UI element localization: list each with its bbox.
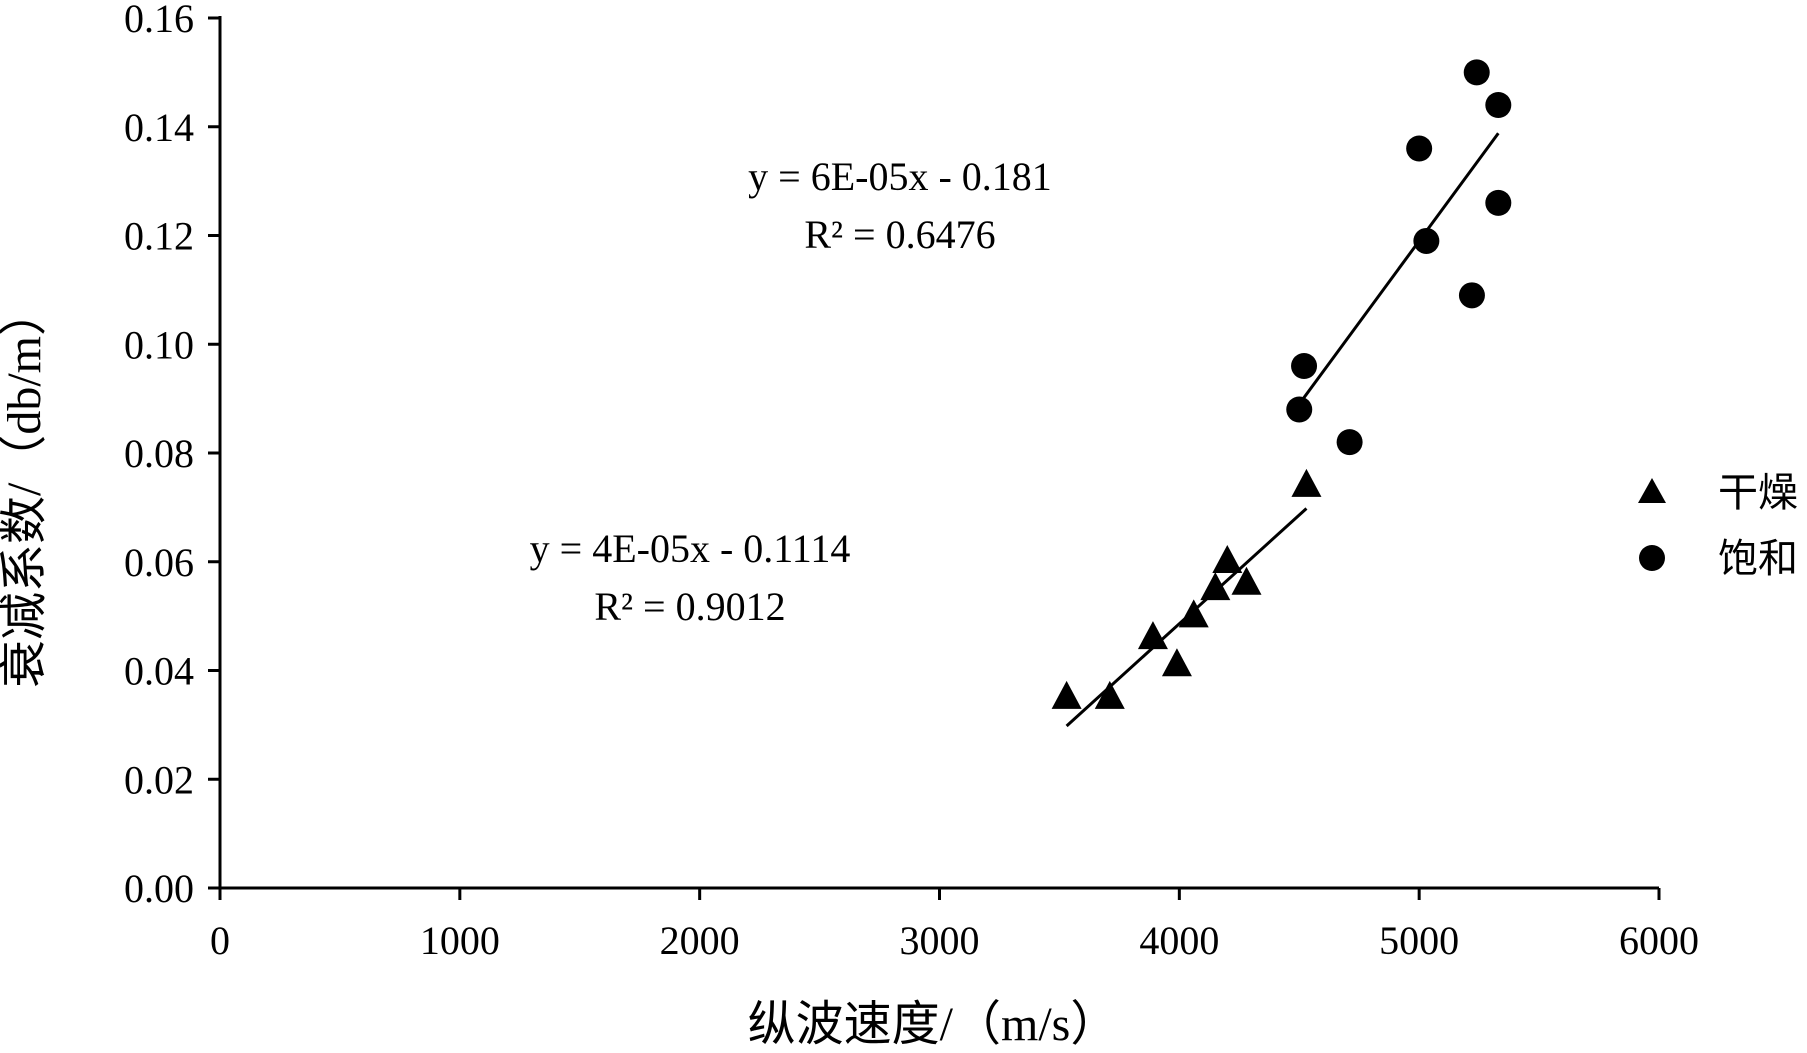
trendlines bbox=[1065, 132, 1500, 728]
data-point-saturated bbox=[1336, 429, 1363, 456]
legend-label-saturated: 饱和 bbox=[1718, 536, 1798, 581]
legend-triangle-marker bbox=[1638, 478, 1666, 503]
equation-saturated-text: y = 6E-05x - 0.181 bbox=[748, 154, 1052, 199]
x-tick-label: 6000 bbox=[1619, 918, 1699, 963]
y-tick-label: 0.08 bbox=[124, 431, 194, 476]
y-tick-label: 0.00 bbox=[124, 866, 194, 911]
data-point-dry bbox=[1161, 648, 1192, 677]
data-point-dry bbox=[1137, 621, 1168, 650]
x-tick-label: 1000 bbox=[420, 918, 500, 963]
data-point-dry bbox=[1200, 572, 1231, 601]
y-tick-label: 0.12 bbox=[124, 214, 194, 259]
data-point-dry bbox=[1212, 544, 1243, 573]
data-point-saturated bbox=[1406, 135, 1433, 162]
x-tick-label: 3000 bbox=[900, 918, 980, 963]
equation-saturated: y = 6E-05x - 0.181 R² = 0.6476 bbox=[748, 154, 1052, 257]
data-point-dry bbox=[1231, 566, 1262, 595]
axes bbox=[218, 16, 1659, 890]
data-point-saturated bbox=[1463, 59, 1490, 86]
data-point-saturated bbox=[1291, 353, 1318, 379]
trendline-saturated bbox=[1298, 132, 1500, 405]
data-point-dry bbox=[1094, 680, 1125, 709]
y-axis-title: 衰减系数/（db/m） bbox=[0, 288, 51, 688]
x-axis-title: 纵波速度/（m/s） bbox=[748, 998, 1119, 1051]
legend-circle-marker bbox=[1639, 545, 1665, 571]
y-tick-label: 0.16 bbox=[124, 0, 194, 41]
data-point-dry bbox=[1291, 468, 1322, 497]
y-tick-label: 0.02 bbox=[124, 757, 194, 802]
x-tick-label: 0 bbox=[210, 918, 230, 963]
legend: 干燥 饱和 bbox=[1638, 470, 1798, 581]
data-point-dry bbox=[1178, 599, 1209, 628]
y-tick-label: 0.14 bbox=[124, 105, 194, 150]
r2-saturated-text: R² = 0.6476 bbox=[804, 212, 995, 257]
x-tick-label: 2000 bbox=[660, 918, 740, 963]
y-tick-label: 0.04 bbox=[124, 649, 194, 694]
data-point-saturated bbox=[1485, 92, 1512, 118]
x-tick-label: 4000 bbox=[1139, 918, 1219, 963]
legend-label-dry: 干燥 bbox=[1718, 470, 1798, 515]
y-axis-ticks: 0.00 0.02 0.04 0.06 0.08 0.10 0.12 0.14 0.16 bbox=[124, 0, 220, 911]
equation-dry-text: y = 4E-05x - 0.1114 bbox=[530, 526, 851, 571]
r2-dry-text: R² = 0.9012 bbox=[594, 584, 785, 629]
data-point-saturated bbox=[1458, 282, 1485, 309]
equation-dry: y = 4E-05x - 0.1114 R² = 0.9012 bbox=[530, 526, 851, 629]
data-points bbox=[1051, 59, 1512, 709]
data-point-saturated bbox=[1413, 227, 1440, 254]
y-tick-label: 0.10 bbox=[124, 322, 194, 367]
data-point-saturated bbox=[1485, 189, 1512, 216]
y-tick-label: 0.06 bbox=[124, 540, 194, 585]
x-axis-ticks: 0 1000 2000 3000 4000 5000 6000 bbox=[210, 888, 1699, 963]
x-tick-label: 5000 bbox=[1379, 918, 1459, 963]
data-point-dry bbox=[1051, 680, 1082, 709]
data-point-saturated bbox=[1286, 396, 1313, 423]
